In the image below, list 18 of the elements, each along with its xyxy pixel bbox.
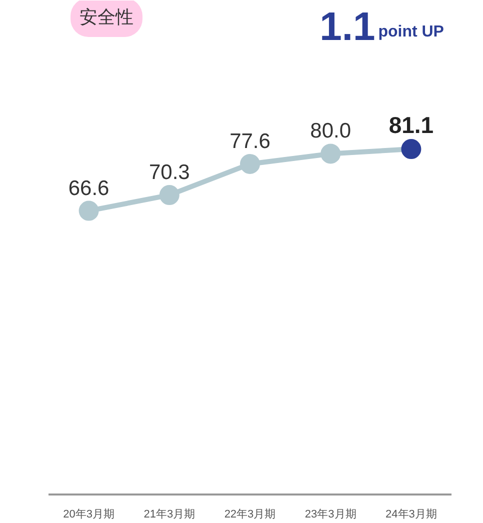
text: point UP — [378, 23, 444, 40]
x-tick-label: 20年3月期 — [63, 508, 114, 520]
data-label: 77.6 — [230, 130, 270, 153]
data-label: 80.0 — [310, 120, 352, 143]
x-tick-label: 24年3月期 — [386, 508, 437, 520]
x-tick-label: 21年3月期 — [144, 508, 196, 520]
x-tick-label: 23年3月期 — [304, 508, 356, 520]
point — [320, 144, 341, 164]
point — [240, 154, 260, 174]
point — [78, 200, 99, 221]
data-label: 66.6 — [68, 176, 110, 200]
data-label: 70.3 — [148, 161, 190, 184]
data-label: 81.1 — [388, 112, 434, 138]
x-tick-label: 22年3月期 — [224, 508, 276, 520]
point — [159, 185, 180, 206]
point — [401, 139, 422, 160]
text: 1.1 — [320, 4, 376, 49]
chart-title: 安全性 — [80, 7, 134, 28]
